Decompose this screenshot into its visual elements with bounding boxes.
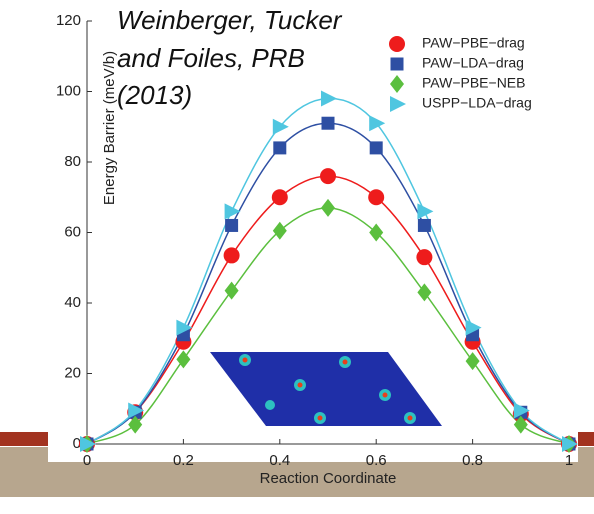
marker — [128, 415, 143, 434]
marker — [272, 221, 287, 240]
annotation: (2013) — [117, 80, 192, 110]
marker — [321, 116, 335, 130]
y-tick-label: 80 — [64, 153, 81, 170]
x-tick-label: 0.6 — [366, 452, 387, 469]
marker — [513, 402, 530, 419]
marker — [562, 436, 578, 452]
marker — [176, 319, 193, 336]
marker — [271, 189, 288, 206]
y-tick-label: 120 — [56, 12, 81, 29]
marker — [465, 352, 480, 371]
red-bar — [577, 432, 594, 446]
x-tick-label: 1 — [565, 452, 573, 469]
x-tick-label: 0.2 — [173, 452, 194, 469]
marker — [272, 118, 289, 135]
marker — [273, 141, 287, 155]
marker — [320, 168, 336, 185]
x-tick-label: 0.4 — [269, 452, 290, 469]
legend-label: PAW−PBE−drag — [422, 35, 525, 51]
marker — [368, 189, 385, 206]
marker — [417, 283, 432, 302]
y-tick-label: 60 — [64, 223, 81, 240]
legend-label: PAW−LDA−drag — [422, 55, 524, 71]
x-axis-label: Reaction Coordinate — [260, 470, 397, 487]
y-tick-label: 0 — [73, 435, 81, 452]
legend-label: PAW−PBE−NEB — [422, 75, 525, 91]
legend-marker — [390, 96, 406, 112]
legend-marker — [389, 36, 405, 52]
marker — [128, 402, 145, 419]
y-tick-label: 40 — [64, 294, 81, 311]
marker — [224, 281, 239, 300]
y-axis-label: Energy Barrier (meV/b) — [101, 51, 118, 205]
legend-label: USPP−LDA−drag — [422, 95, 532, 111]
annotation: Weinberger, Tucker — [117, 5, 343, 35]
annotation: and Foiles, PRB — [117, 43, 305, 73]
marker — [225, 218, 239, 232]
marker — [417, 203, 434, 220]
marker — [224, 203, 241, 220]
marker — [369, 141, 383, 155]
y-tick-label: 20 — [64, 364, 81, 381]
marker — [369, 115, 386, 132]
marker — [223, 247, 240, 264]
marker — [513, 415, 528, 434]
lattice-inset — [210, 352, 442, 426]
y-tick-label: 100 — [56, 82, 81, 99]
marker — [465, 319, 482, 336]
legend-marker — [390, 57, 404, 71]
marker — [417, 218, 431, 232]
marker — [369, 223, 384, 242]
marker — [321, 198, 335, 217]
marker — [321, 90, 337, 107]
x-tick-label: 0.8 — [462, 452, 483, 469]
marker — [416, 249, 433, 266]
marker — [80, 436, 96, 452]
legend-marker — [390, 75, 404, 93]
x-tick-label: 0 — [83, 452, 91, 469]
marker — [176, 350, 191, 369]
